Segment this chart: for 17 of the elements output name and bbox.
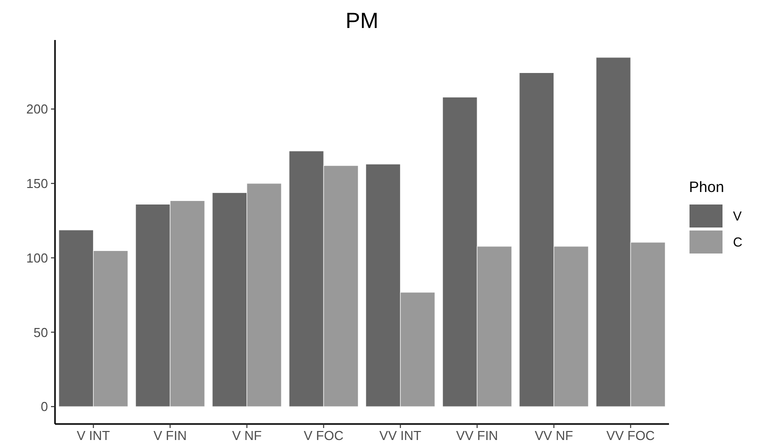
x-tick-label: V FIN (154, 428, 187, 443)
legend-label: V (733, 208, 742, 224)
y-tick-label: 150 (26, 176, 48, 191)
x-tick-label: VV FOC (606, 428, 655, 443)
x-tick-label: V INT (76, 428, 110, 443)
legend-title: Phon (689, 179, 724, 196)
x-tick-label: V FOC (304, 428, 344, 443)
chart-title: PM (346, 8, 378, 33)
x-tick-label: VV NF (534, 428, 574, 443)
x-tick-label: VV FIN (456, 428, 498, 443)
y-tick-label: 0 (40, 399, 48, 414)
y-tick-label: 50 (34, 324, 48, 340)
y-tick-label: 100 (26, 250, 48, 266)
x-tick-label: V NF (232, 428, 262, 443)
legend-label: C (733, 234, 742, 250)
x-tick-label: VV INT (379, 428, 422, 443)
y-tick-label: 200 (26, 102, 48, 117)
